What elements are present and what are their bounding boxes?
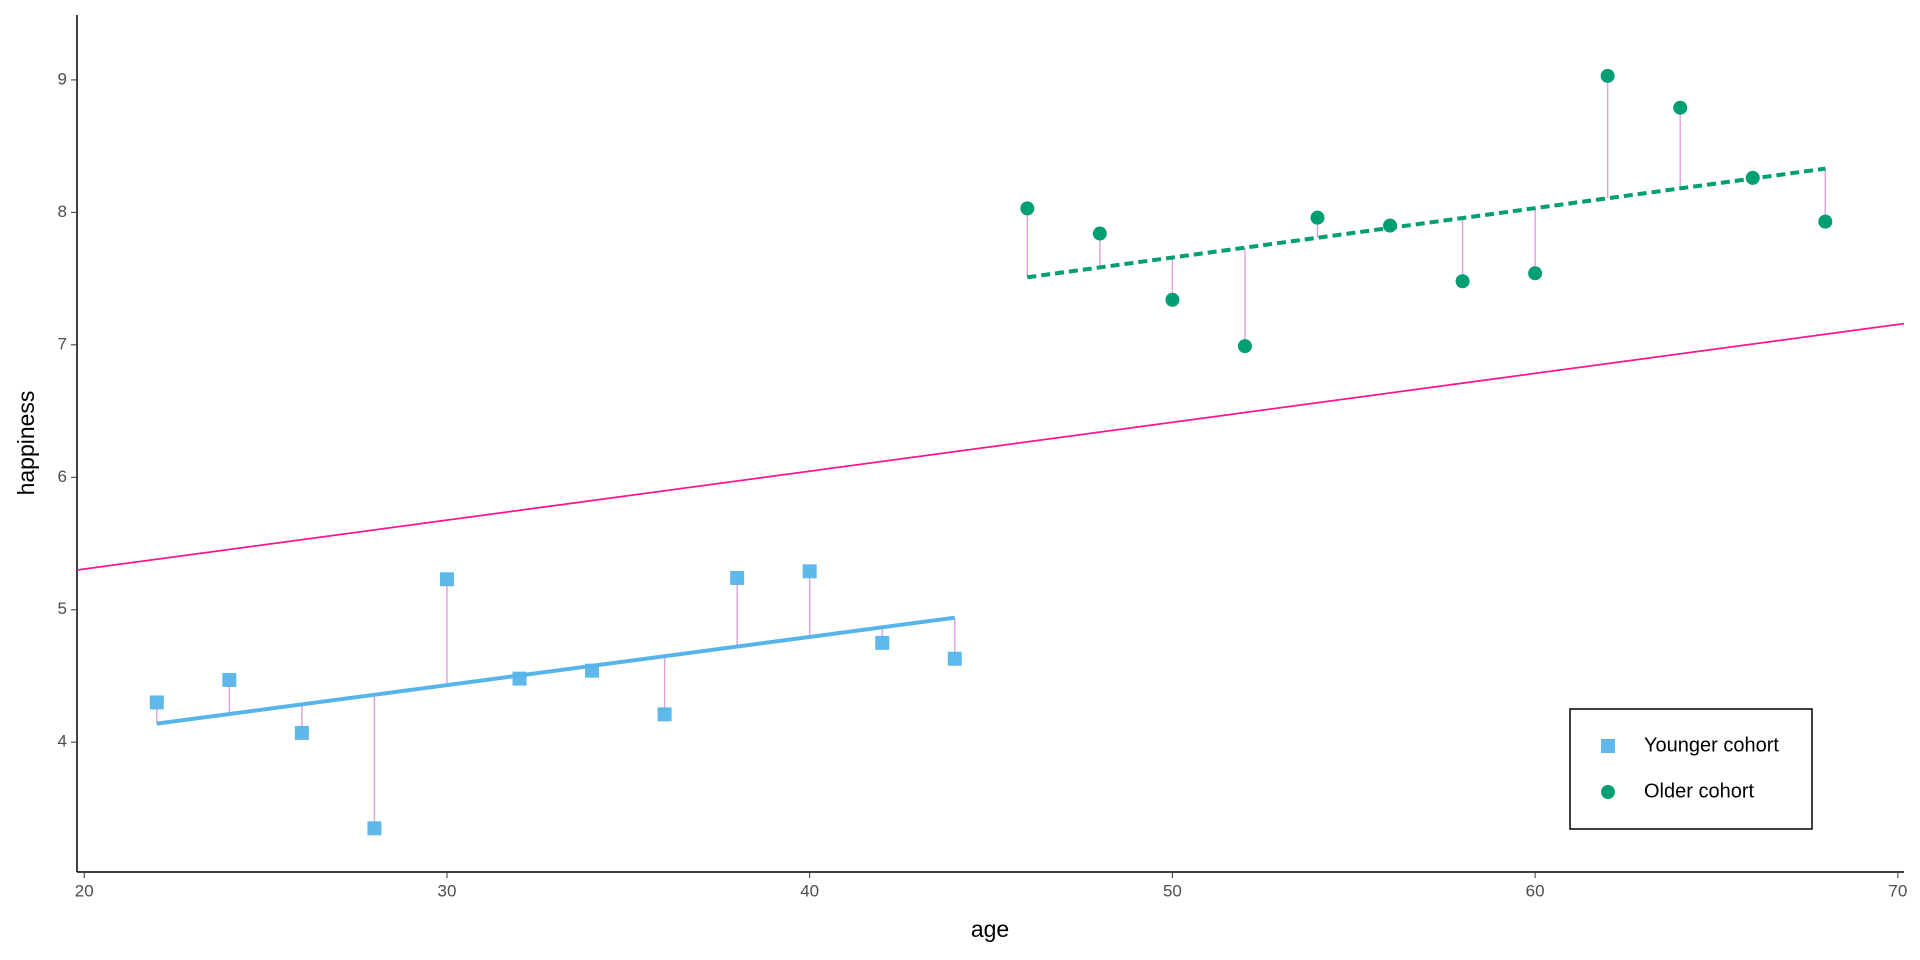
point [1165, 292, 1180, 307]
point [1745, 170, 1760, 185]
point [1673, 100, 1688, 115]
x-tick-label: 40 [800, 881, 819, 900]
legend-marker [1601, 739, 1615, 753]
point [1600, 68, 1615, 83]
point [802, 564, 817, 579]
point [947, 651, 962, 666]
fit-line [1027, 166, 1826, 280]
x-tick-label: 30 [438, 881, 457, 900]
point [585, 663, 600, 678]
legend-box [1569, 708, 1813, 830]
y-tick-label: 8 [58, 202, 67, 221]
y-axis-title: happiness [13, 391, 39, 496]
x-tick-label: 60 [1526, 881, 1545, 900]
y-tick-label: 4 [58, 732, 67, 751]
point [294, 725, 309, 740]
point [367, 821, 382, 836]
y-tick-label: 5 [58, 599, 67, 618]
legend-text: Older cohort [1644, 780, 1754, 802]
legend-marker [1601, 785, 1615, 799]
point [1383, 218, 1398, 233]
x-tick-label: 20 [75, 881, 94, 900]
y-tick-label: 6 [58, 467, 67, 486]
x-tick-label: 70 [1888, 881, 1907, 900]
point [1455, 274, 1470, 289]
fit-line [156, 615, 956, 726]
point [512, 671, 527, 686]
point [149, 695, 164, 710]
point [1310, 210, 1325, 225]
point [875, 635, 890, 650]
point [1237, 339, 1252, 354]
point [730, 570, 745, 585]
x-tick-label: 50 [1163, 881, 1182, 900]
legend: Younger cohort Older cohort [1569, 708, 1813, 830]
point [1020, 201, 1035, 216]
plot-area [76, 68, 1905, 836]
point [1528, 266, 1543, 281]
point [222, 672, 237, 687]
y-tick-label: 9 [58, 69, 67, 88]
x-axis-title: age [971, 916, 1009, 942]
point [439, 572, 454, 587]
point [1818, 214, 1833, 229]
legend-text: Younger cohort [1644, 734, 1779, 756]
point [1092, 226, 1107, 241]
y-tick-label: 7 [58, 334, 67, 353]
point [657, 707, 672, 722]
overall-fit-line [76, 322, 1905, 571]
